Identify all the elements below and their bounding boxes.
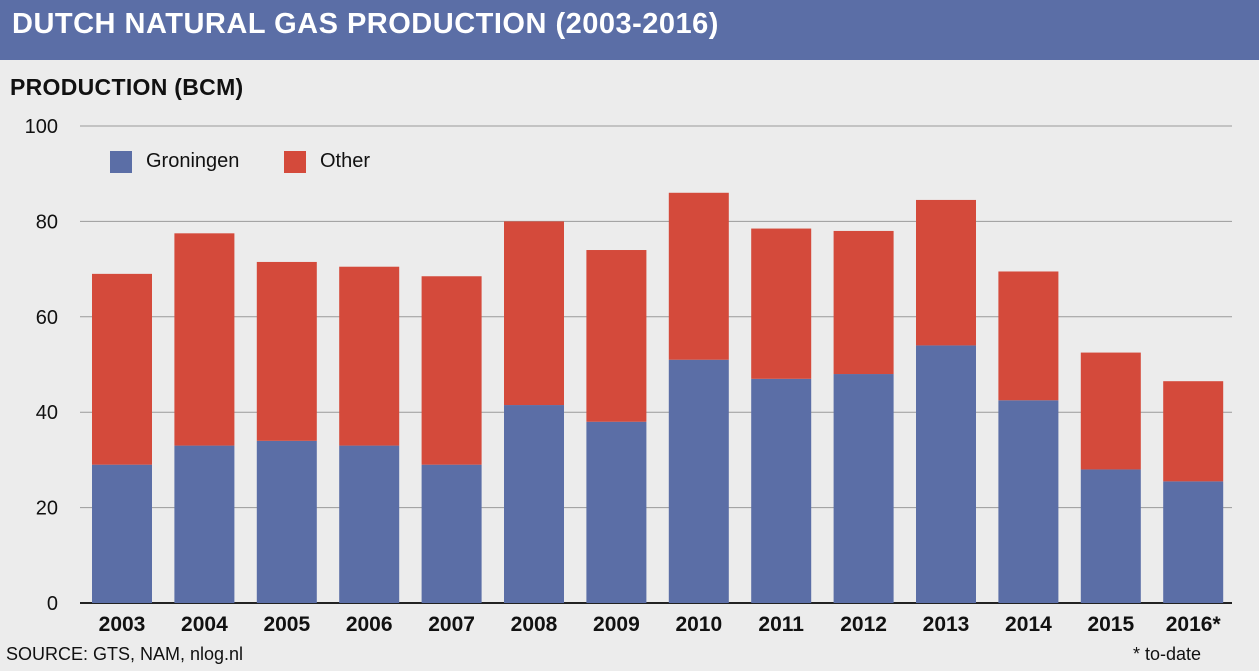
legend-swatch-groningen [110, 150, 132, 173]
footnote: * to-date [1133, 644, 1202, 664]
bar-other-2012 [833, 230, 894, 375]
bar-other-2009 [586, 250, 647, 422]
x-tick-label: 2016* [1166, 613, 1222, 636]
bar-groningen-2008 [504, 405, 564, 603]
x-tick-label: 2013 [923, 613, 970, 636]
bar-groningen-2007 [421, 464, 482, 603]
x-tick-label: 2010 [675, 613, 722, 636]
bar-other-2006 [339, 266, 400, 446]
bar-groningen-2005 [256, 440, 317, 603]
bar-other-2003 [92, 273, 152, 465]
bar-groningen-2012 [833, 374, 894, 603]
bar-other-2004 [174, 233, 235, 446]
y-tick-label: 60 [36, 307, 58, 329]
x-tick-label: 2014 [1005, 613, 1052, 636]
x-tick-label: 2015 [1087, 613, 1134, 636]
bar-groningen-2015 [1080, 469, 1141, 603]
y-tick-label: 0 [47, 593, 58, 615]
bar-other-2010 [668, 192, 729, 360]
source-note: SOURCE: GTS, NAM, nlog.nl [6, 644, 244, 664]
bar-other-2008 [504, 221, 564, 406]
x-tick-label: 2009 [593, 613, 640, 636]
y-axis-label: PRODUCTION (BCM) [10, 74, 244, 100]
bar-other-2014 [998, 271, 1059, 401]
x-tick-label: 2003 [99, 613, 146, 636]
bar-groningen-2004 [174, 445, 235, 603]
x-tick-label: 2008 [511, 613, 558, 636]
x-tick-label: 2012 [840, 613, 887, 636]
bar-other-2005 [256, 261, 317, 441]
x-tick-label: 2005 [263, 613, 310, 636]
bar-groningen-2010 [668, 359, 729, 603]
x-tick-label: 2007 [428, 613, 475, 636]
bar-other-2013 [916, 199, 976, 346]
y-tick-label: 20 [36, 498, 58, 520]
bar-groningen-2003 [92, 464, 152, 603]
bar-groningen-2006 [339, 445, 400, 603]
bar-groningen-2014 [998, 400, 1059, 603]
bar-groningen-2013 [916, 345, 976, 603]
legend-swatch-other [284, 150, 306, 173]
y-tick-label: 100 [25, 116, 58, 138]
x-tick-label: 2006 [346, 613, 393, 636]
legend-label-groningen: Groningen [146, 150, 240, 172]
x-tick-label: 2004 [181, 613, 228, 636]
chart-title: DUTCH NATURAL GAS PRODUCTION (2003-2016) [12, 8, 719, 40]
bar-other-2016 [1163, 381, 1224, 482]
bar-other-2007 [421, 276, 482, 465]
bar-groningen-2011 [751, 378, 812, 603]
bar-groningen-2016 [1163, 481, 1224, 603]
legend-item-other: Other [284, 150, 370, 173]
bar-other-2015 [1080, 352, 1141, 470]
bar-other-2011 [751, 228, 812, 379]
legend-item-groningen: Groningen [110, 150, 239, 173]
bar-groningen-2009 [586, 421, 647, 603]
y-tick-label: 40 [36, 402, 58, 424]
legend-label-other: Other [320, 150, 371, 172]
y-tick-label: 80 [36, 211, 58, 233]
title-bar: DUTCH NATURAL GAS PRODUCTION (2003-2016) [0, 0, 1259, 60]
x-tick-label: 2011 [758, 613, 804, 636]
